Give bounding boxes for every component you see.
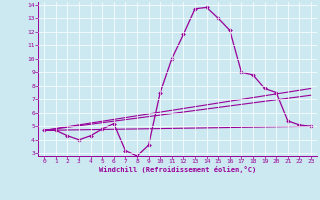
- X-axis label: Windchill (Refroidissement éolien,°C): Windchill (Refroidissement éolien,°C): [99, 166, 256, 173]
